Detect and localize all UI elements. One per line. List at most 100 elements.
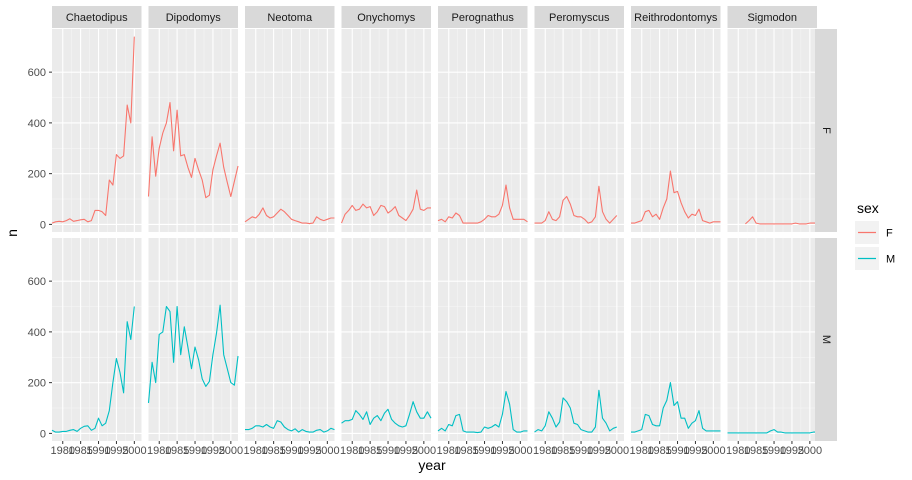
facet-panel-onychomys-m	[341, 238, 432, 441]
panel-background	[534, 29, 624, 232]
facet-panel-onychomys-f	[340, 29, 431, 232]
strip-background	[148, 6, 238, 28]
series-line-neotoma-m	[245, 420, 335, 433]
series-line-peromyscus-m	[534, 389, 617, 433]
series-line-dipodomys-m	[147, 304, 239, 403]
facet-strips: F M Chaetodipus Dipodomys Neotoma Onychomys Pe…	[52, 6, 837, 441]
y-axis: 0 200 400 600 0 200 400 600	[28, 67, 52, 440]
panel-background	[631, 238, 721, 441]
y-tick-label: 0	[40, 219, 46, 231]
x-tick-label: 1990	[183, 445, 207, 457]
facet-panel-dipodomys-m	[147, 238, 239, 441]
series-line-chaetodipus-m	[51, 306, 135, 433]
facet-panel-chaetodipus-f	[51, 29, 142, 232]
panel-background	[631, 29, 721, 232]
panel-background	[727, 29, 817, 232]
facet-strip-row-m: M	[815, 238, 837, 441]
legend-item-f: F	[855, 221, 893, 244]
x-tick-label: 1990	[569, 445, 593, 457]
strip-label: Neotoma	[267, 12, 313, 24]
strip-label: Sigmodon	[747, 12, 797, 24]
x-tick-label: 1985	[647, 445, 671, 457]
series-line-onychomys-m	[341, 401, 432, 428]
x-tick-label: 1980	[726, 445, 750, 457]
strip-label: Reithrodontomys	[634, 12, 718, 24]
x-axis-title: year	[418, 457, 446, 473]
x-tick-label: 1995	[683, 445, 707, 457]
facet-strip-dipodomys: Dipodomys	[148, 6, 238, 28]
facet-panel-reithrodontomys-f	[631, 29, 721, 232]
x-tick-label: 1990	[665, 445, 689, 457]
strip-label: Peromyscus	[549, 12, 610, 24]
facet-panel-peromyscus-f	[534, 29, 624, 232]
panel-background	[245, 29, 335, 232]
series-line-reithrodontomys-m	[631, 382, 721, 433]
x-tick-label: 1995	[104, 445, 128, 457]
x-tick-label: 2000	[122, 445, 146, 457]
facet-strip-chaetodipus: Chaetodipus	[52, 6, 142, 28]
x-tick-label: 1995	[490, 445, 514, 457]
legend-title: sex	[857, 200, 879, 216]
x-tick-label: 2000	[508, 445, 532, 457]
x-tick-label: 1980	[533, 445, 557, 457]
strip-background	[438, 6, 528, 28]
series-line-perognathus-m	[437, 390, 528, 434]
facet-strip-sigmodon: Sigmodon	[727, 6, 817, 28]
y-tick-label: 400	[28, 327, 46, 339]
legend-items: FM	[855, 221, 895, 270]
series-line-peromyscus-f	[534, 185, 618, 224]
facet-panels	[51, 29, 817, 441]
facet-strip-neotoma: Neotoma	[245, 6, 335, 28]
y-tick-label: 600	[28, 67, 46, 79]
strip-background	[52, 6, 142, 28]
x-tick-label: 1990	[762, 445, 786, 457]
x-tick-label: 1995	[587, 445, 611, 457]
series-line-sigmodon-m	[727, 429, 817, 434]
facet-panel-peromyscus-m	[534, 238, 624, 441]
strip-label: Perognathus	[452, 12, 515, 24]
legend: sex FM	[855, 200, 895, 270]
series-line-onychomys-f	[340, 189, 431, 224]
x-tick-label: 1990	[376, 445, 400, 457]
panel-background	[245, 238, 335, 441]
y-tick-label: 200	[28, 169, 46, 181]
x-tick-label: 1995	[780, 445, 804, 457]
series-line-perognathus-f	[437, 184, 528, 224]
facet-panel-reithrodontomys-m	[631, 238, 721, 441]
strip-background	[245, 6, 335, 28]
x-tick-label: 1990	[86, 445, 110, 457]
x-tick-label: 2000	[798, 445, 822, 457]
strip-label: Onychomys	[357, 12, 416, 24]
x-tick-label: 1985	[744, 445, 768, 457]
x-tick-label: 1985	[454, 445, 478, 457]
strip-background	[534, 6, 624, 28]
x-tick-label: 1995	[297, 445, 321, 457]
panel-background	[534, 238, 624, 441]
legend-label: M	[886, 254, 895, 266]
facet-panel-perognathus-m	[437, 238, 528, 441]
y-tick-label: 600	[28, 276, 46, 288]
series-line-chaetodipus-f	[51, 36, 135, 224]
facet-panel-sigmodon-f	[727, 29, 817, 232]
series-line-sigmodon-f	[745, 216, 817, 225]
facet-panel-chaetodipus-m	[51, 238, 142, 441]
x-tick-label: 1980	[629, 445, 653, 457]
x-tick-label: 1980	[243, 445, 267, 457]
legend-item-m: M	[855, 247, 895, 270]
strip-background	[815, 238, 837, 441]
facet-strip-perognathus: Perognathus	[438, 6, 528, 28]
x-tick-label: 1995	[201, 445, 225, 457]
x-tick-label: 1980	[50, 445, 74, 457]
y-tick-label: 400	[28, 118, 46, 130]
x-tick-label: 1985	[68, 445, 92, 457]
facet-panel-dipodomys-f	[147, 29, 239, 232]
x-tick-label: 1980	[436, 445, 460, 457]
strip-background	[727, 6, 817, 28]
strip-background	[341, 6, 431, 28]
facet-strip-onychomys: Onychomys	[341, 6, 431, 28]
legend-label: F	[886, 228, 893, 240]
facet-strip-peromyscus: Peromyscus	[534, 6, 624, 28]
strip-label: F	[820, 127, 832, 134]
